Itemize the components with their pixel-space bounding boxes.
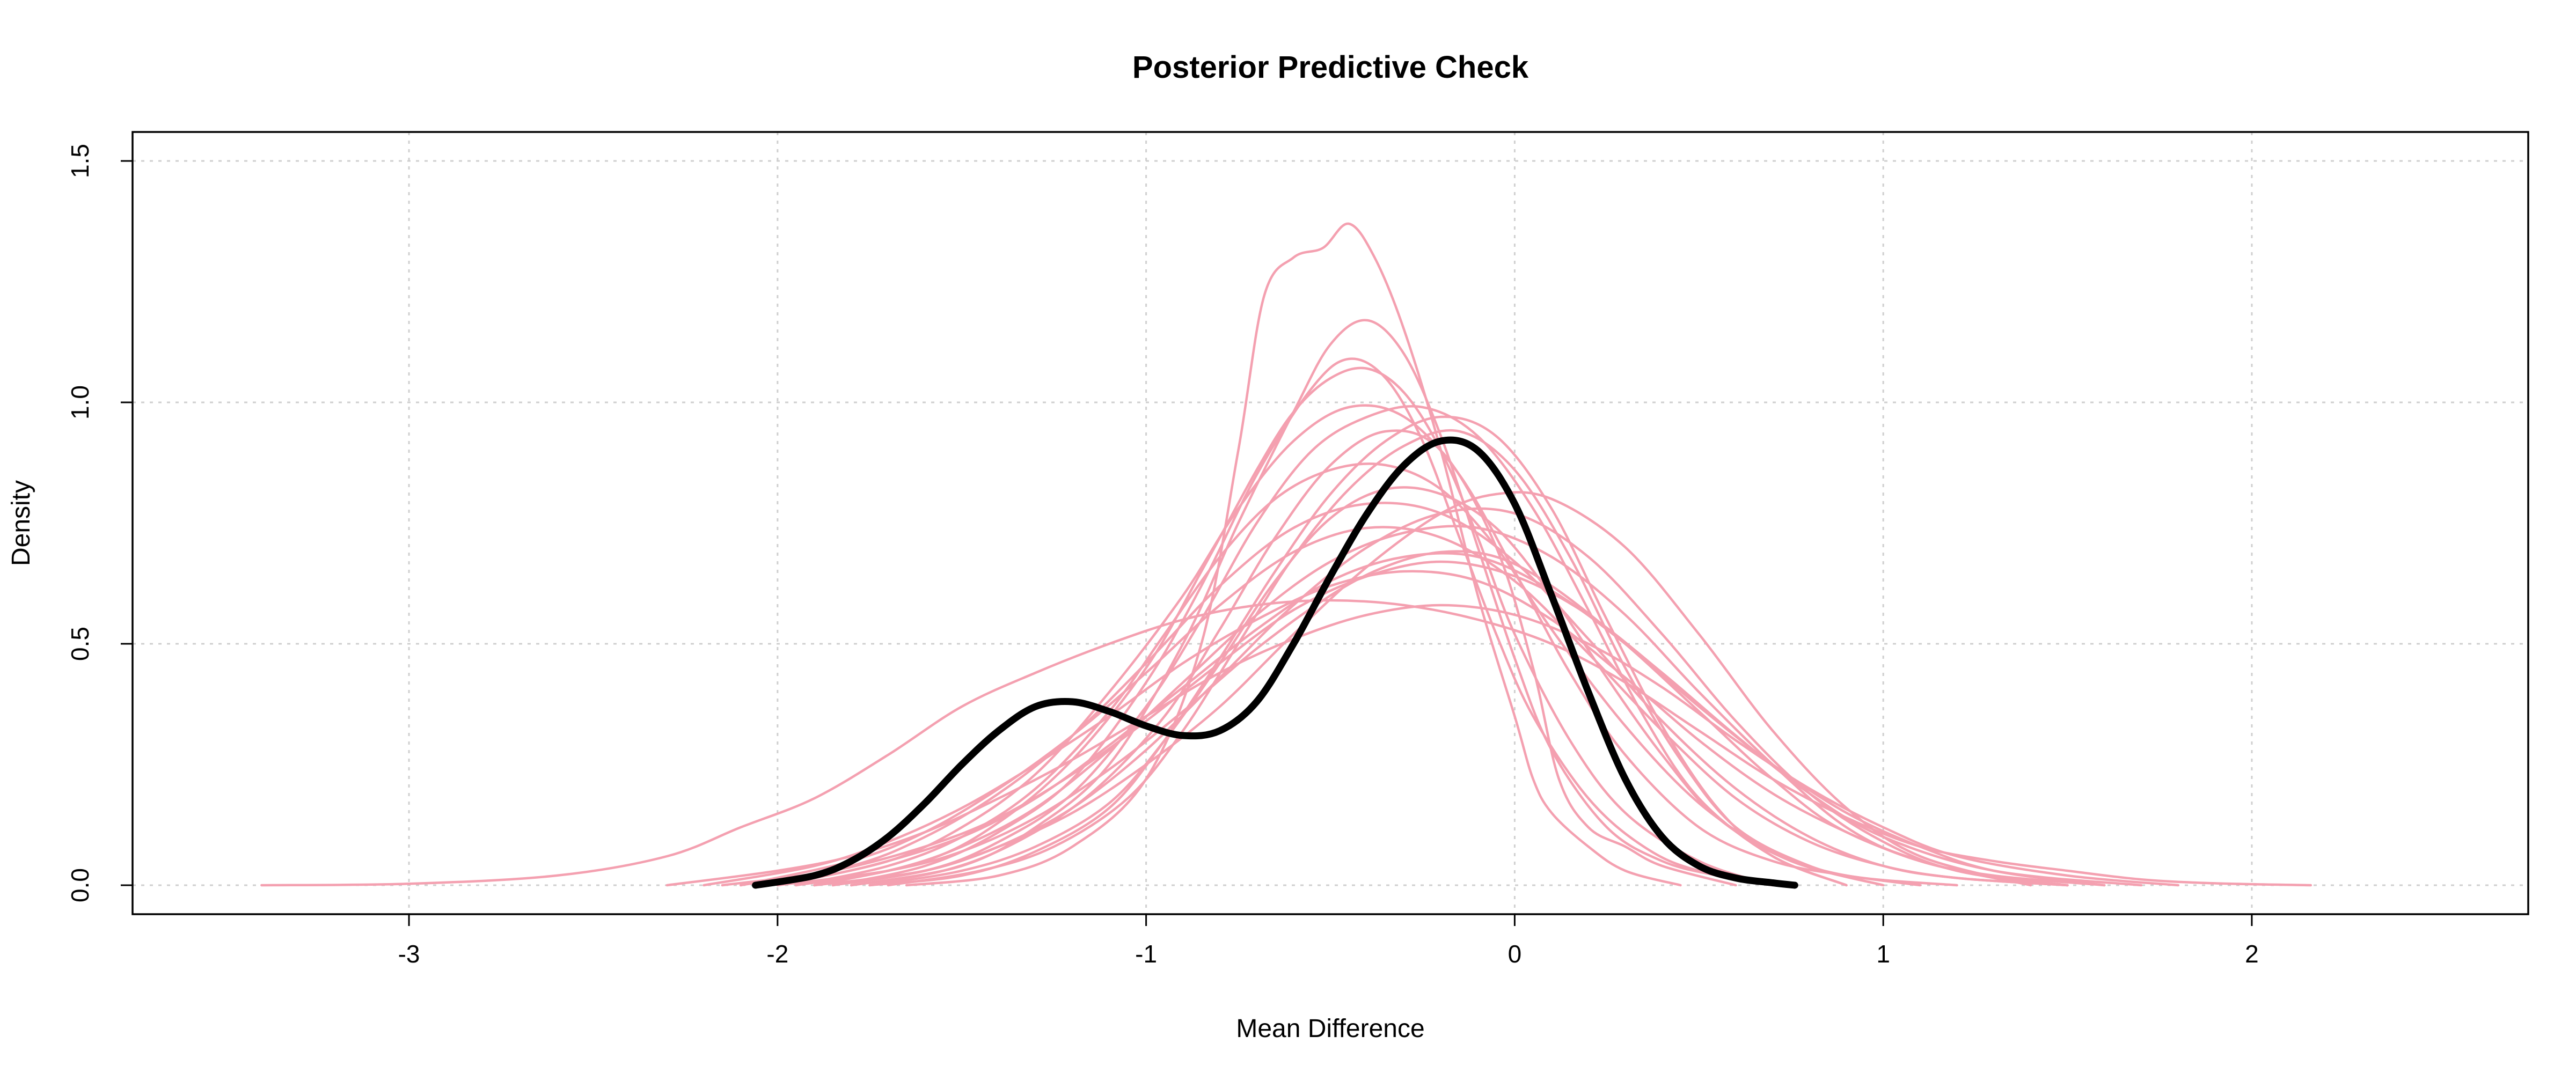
replicated-density-line bbox=[850, 429, 1737, 887]
x-tick-label: -3 bbox=[398, 940, 420, 968]
chart-title: Posterior Predictive Check bbox=[1132, 50, 1529, 85]
y-tick-label: 1.0 bbox=[66, 385, 94, 420]
replicated-density-lines bbox=[260, 222, 2312, 887]
replicated-density-line bbox=[813, 366, 1774, 887]
replicated-density-line bbox=[887, 429, 1885, 887]
y-axis-label: Density bbox=[7, 480, 35, 566]
y-tick-label: 1.5 bbox=[66, 144, 94, 178]
replicated-density-line bbox=[850, 319, 1774, 887]
y-tick-label: 0.5 bbox=[66, 627, 94, 661]
x-tick-label: -2 bbox=[766, 940, 788, 968]
replicated-density-line bbox=[776, 550, 2069, 887]
plot-frame bbox=[131, 131, 2529, 915]
x-tick-label: 0 bbox=[1508, 940, 1522, 968]
replicated-density-line bbox=[831, 507, 2069, 887]
replicated-density-line bbox=[794, 525, 2032, 887]
x-axis: -3 -2 -1 0 1 2 bbox=[398, 914, 2259, 968]
replicated-density-line bbox=[776, 552, 2106, 887]
replicated-density-line bbox=[868, 415, 1848, 887]
x-tick-label: -1 bbox=[1135, 940, 1157, 968]
replicated-density-line bbox=[739, 502, 2069, 887]
observed-density-line bbox=[752, 436, 1798, 889]
observed-density-line bbox=[752, 436, 1798, 889]
x-tick-label: 2 bbox=[2245, 940, 2259, 968]
x-axis-label: Mean Difference bbox=[1236, 1015, 1424, 1043]
replicated-density-line bbox=[721, 560, 2143, 887]
y-tick-label: 0.0 bbox=[66, 868, 94, 902]
y-axis: 0.0 0.5 1.0 1.5 bbox=[66, 144, 133, 902]
replicated-density-line bbox=[813, 405, 1848, 887]
grid bbox=[133, 132, 2528, 914]
replicated-density-line bbox=[665, 604, 2179, 887]
x-tick-label: 1 bbox=[1876, 940, 1890, 968]
replicated-density-line bbox=[831, 357, 1792, 887]
